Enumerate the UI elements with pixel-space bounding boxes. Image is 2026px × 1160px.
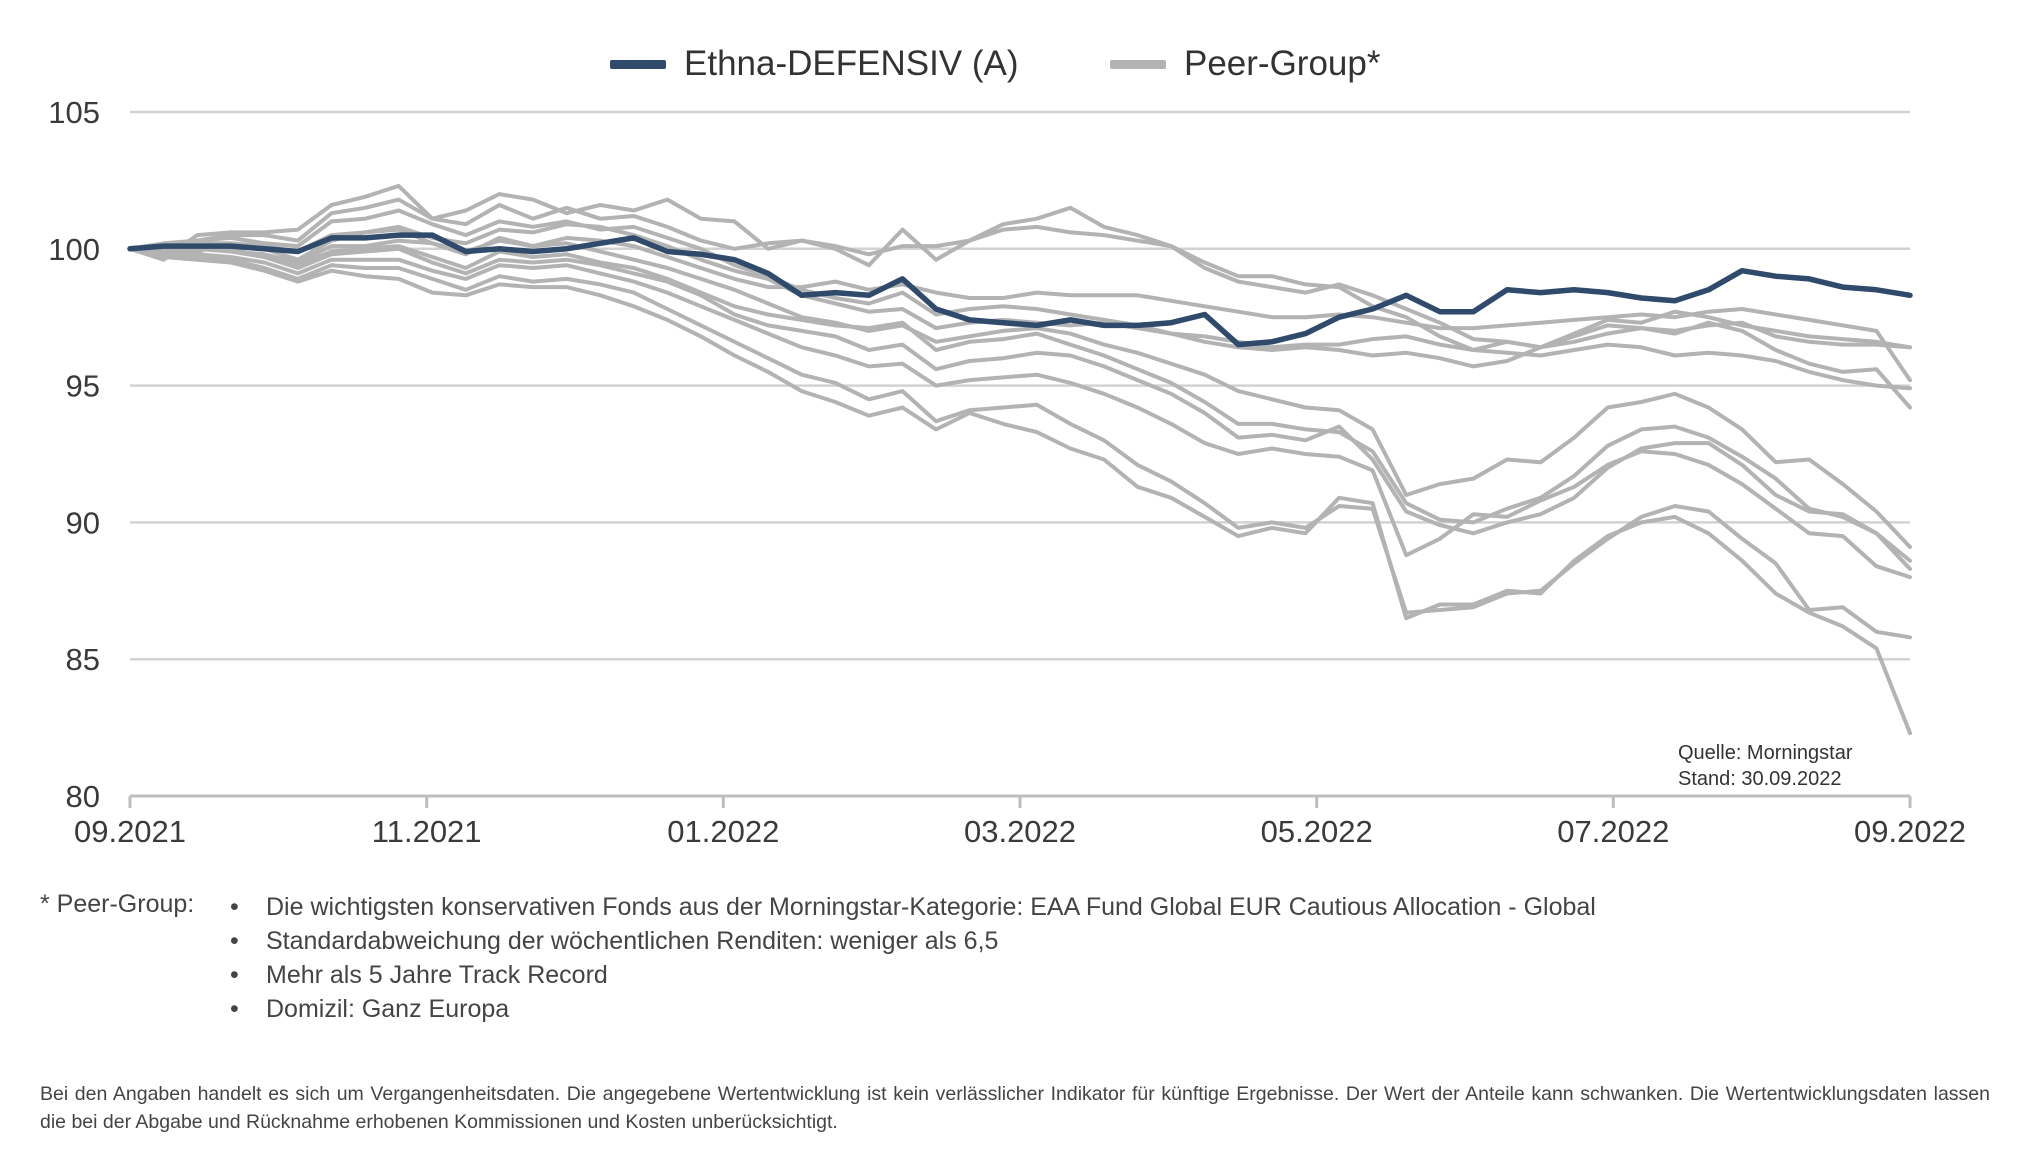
footnote-item: Standardabweichung der wöchentlichen Ren… (230, 924, 1596, 958)
footnote-item: Die wichtigsten konservativen Fonds aus … (230, 890, 1596, 924)
x-tick-label: 11.2021 (372, 814, 482, 849)
y-axis: 105 100 95 90 85 80 (48, 95, 100, 814)
y-tick-label: 100 (48, 232, 100, 267)
legend-label-ethna: Ethna-DEFENSIV (A) (684, 44, 1019, 83)
peer-group-line (128, 197, 1912, 352)
ethna-line (127, 232, 1913, 348)
chart-legend: Ethna-DEFENSIV (A) Peer-Group* (0, 44, 2026, 84)
peer-group-line (128, 238, 1912, 549)
peer-group-line (128, 208, 1912, 391)
legend-swatch-ethna (610, 59, 666, 69)
disclaimer-text: Bei den Angaben handelt es sich um Verga… (40, 1083, 1990, 1133)
grid-lines (130, 110, 1910, 661)
x-tick-label: 09.2022 (1854, 814, 1966, 849)
peer-group-line (128, 246, 1912, 580)
x-tick-label: 09.2021 (74, 814, 186, 849)
peer-group-line (128, 246, 1912, 736)
source-label: Quelle: Morningstar (1678, 742, 1853, 764)
source-note: Quelle: Morningstar Stand: 30.09.2022 (1678, 740, 1853, 792)
footnote-list: Die wichtigsten konservativen Fonds aus … (230, 890, 1596, 1026)
x-tick-label: 01.2022 (667, 814, 779, 849)
legend-label-peer-group: Peer-Group* (1184, 44, 1381, 83)
peer-group-series (128, 183, 1912, 736)
x-tick-label: 07.2022 (1557, 814, 1669, 849)
peer-group-line (128, 244, 1912, 563)
ethna-series (127, 232, 1913, 348)
y-tick-label: 90 (66, 505, 100, 540)
x-axis: 09.2021 11.2021 01.2022 03.2022 05.2022 07.20… (74, 794, 1966, 849)
x-tick-label: 03.2022 (964, 814, 1076, 849)
footnote-item: Domizil: Ganz Europa (230, 992, 1596, 1026)
y-tick-label: 80 (66, 779, 100, 814)
as-of-date: Stand: 30.09.2022 (1678, 768, 1842, 790)
x-tick-label: 05.2022 (1261, 814, 1373, 849)
footnote-item: Mehr als 5 Jahre Track Record (230, 958, 1596, 992)
y-tick-label: 95 (66, 369, 100, 404)
y-tick-label: 85 (66, 642, 100, 677)
line-chart: 105 100 95 90 85 80 09.2021 11.2021 01.2022 03.2… (48, 95, 1966, 849)
legend-swatch-peer-group (1110, 59, 1166, 69)
y-tick-label: 105 (48, 95, 100, 130)
legend-item-peer-group: Peer-Group* (1110, 44, 1380, 84)
legend-item-ethna: Ethna-DEFENSIV (A) (610, 44, 1019, 84)
footnote-label: * Peer-Group: (40, 890, 195, 918)
